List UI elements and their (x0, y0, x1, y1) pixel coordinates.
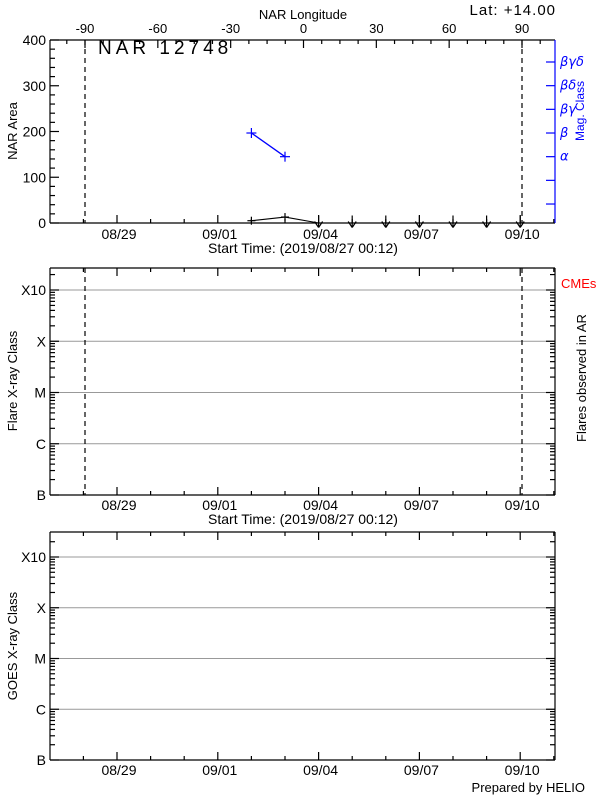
flare-xray-class-axis-title: Flare X-ray Class (5, 330, 20, 432)
xray-class-tick-label: M (34, 651, 46, 667)
nar-area-tick-label: 300 (23, 78, 47, 94)
nar-area-tick-label: 0 (38, 215, 46, 231)
zero-upper-limit-arrow (347, 221, 353, 228)
start-time-label-top: Start Time: (2019/08/27 00:12) (208, 240, 398, 256)
xray-class-tick-label: X10 (21, 282, 46, 298)
prepared-by-label: Prepared by HELIO (471, 780, 585, 795)
goes-xray-class-axis-title: GOES X-ray Class (5, 591, 20, 701)
zero-upper-limit-arrow (448, 221, 454, 228)
longitude-tick-label: 30 (369, 21, 383, 36)
xray-class-tick-label: B (37, 487, 46, 503)
date-tick-label: 09/07 (404, 497, 439, 513)
mag-class-tick-label: α (560, 150, 569, 165)
xray-class-tick-label: C (36, 436, 46, 452)
cmes-label: CMEs (561, 276, 597, 291)
zero-upper-limit-arrow (452, 221, 458, 228)
zero-upper-limit-arrow (482, 221, 488, 228)
xray-class-tick-label: X (37, 600, 47, 616)
zero-upper-limit-arrow (351, 221, 357, 228)
zero-upper-limit-arrow (381, 221, 387, 228)
zero-upper-limit-arrow (418, 221, 424, 228)
active-region-title: NAR 12748 (98, 38, 233, 59)
nar-area-tick-label: 100 (23, 169, 47, 185)
date-tick-label: 09/10 (505, 762, 540, 778)
flares-observed-in-ar-label: Flares observed in AR (574, 314, 589, 442)
mag-class-axis-title: Mag. Class (573, 80, 587, 142)
start-time-label-middle: Start Time: (2019/08/27 00:12) (208, 511, 398, 527)
date-tick-label: 09/07 (404, 762, 439, 778)
zero-upper-limit-arrow (385, 221, 391, 228)
longitude-tick-label: 60 (442, 21, 456, 36)
mag-class-tick-label: β (559, 126, 568, 141)
date-tick-label: 09/10 (505, 226, 540, 242)
date-tick-label: 09/10 (505, 497, 540, 513)
date-tick-label: 09/04 (303, 497, 338, 513)
longitude-tick-label: -60 (148, 21, 167, 36)
xray-class-tick-label: C (36, 701, 46, 717)
date-tick-label: 09/01 (202, 762, 237, 778)
xray-class-tick-label: X (37, 333, 47, 349)
nar-area-axis-title: NAR Area (5, 102, 20, 160)
date-tick-label: 08/29 (101, 226, 136, 242)
date-tick-label: 08/29 (101, 762, 136, 778)
zero-upper-limit-arrow (314, 221, 320, 228)
date-tick-label: 09/04 (303, 762, 338, 778)
zero-upper-limit-arrow (519, 221, 525, 228)
date-tick-label: 09/01 (202, 497, 237, 513)
nar-area-tick-label: 200 (23, 124, 47, 140)
longitude-tick-label: -30 (221, 21, 240, 36)
xray-class-tick-label: X10 (21, 549, 46, 565)
latitude-label: Lat: +14.00 (469, 2, 556, 19)
nar-longitude-axis-title: NAR Longitude (258, 7, 348, 22)
zero-upper-limit-arrow (414, 221, 420, 228)
date-tick-label: 09/04 (303, 226, 338, 242)
xray-class-tick-label: B (37, 752, 46, 768)
mag-class-tick-label: βδ (559, 79, 576, 94)
longitude-tick-label: 0 (300, 21, 307, 36)
nar-area-tick-label: 400 (23, 32, 47, 48)
zero-upper-limit-arrow (486, 221, 492, 228)
zero-upper-limit-arrow (318, 221, 324, 228)
zero-upper-limit-arrow (515, 221, 521, 228)
mag-class-tick-label: βγ (559, 102, 577, 117)
date-tick-label: 09/01 (202, 226, 237, 242)
mag-class-tick-label: βγδ (559, 55, 584, 70)
date-tick-label: 08/29 (101, 497, 136, 513)
xray-class-tick-label: M (34, 385, 46, 401)
mag-class-series-line (251, 132, 286, 158)
longitude-tick-label: 90 (515, 21, 529, 36)
longitude-tick-label: -90 (76, 21, 95, 36)
date-tick-label: 09/07 (404, 226, 439, 242)
